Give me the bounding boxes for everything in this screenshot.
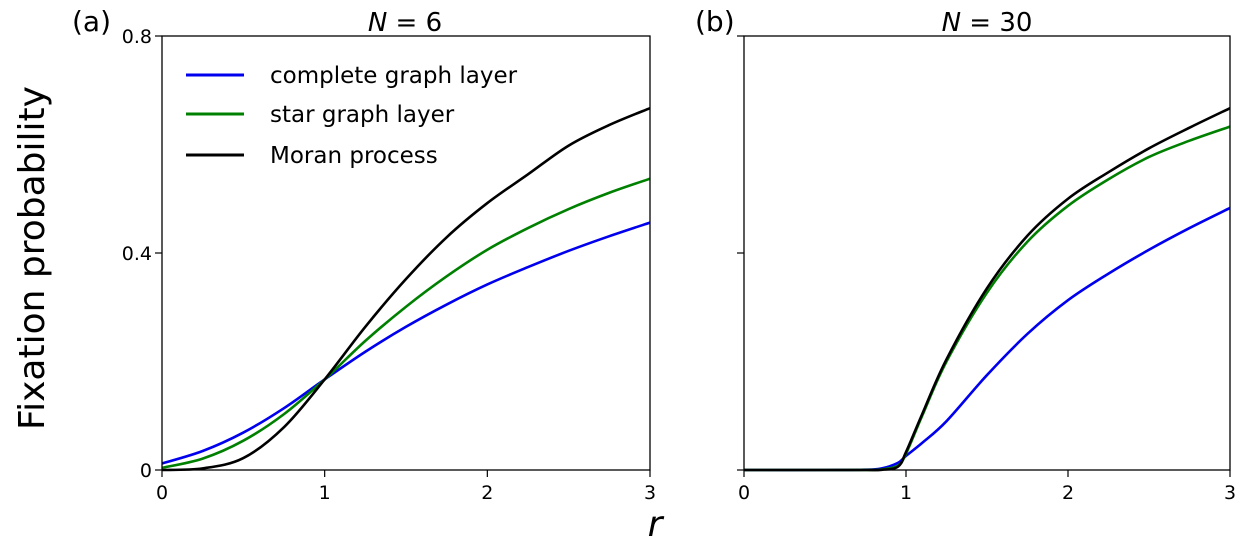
- panel-b-series-star-graph-layer: [743, 125, 1231, 472]
- x-axis-label: r: [648, 504, 665, 542]
- panel-a-xtick-label-1: 1: [319, 482, 331, 504]
- panel-a-ytick-label-2: 0.8: [122, 26, 152, 48]
- panel-b-label: (b): [695, 5, 735, 38]
- panel-b-xtick-label-2: 2: [1062, 482, 1074, 504]
- panel-a-series-star-graph-layer: [161, 177, 651, 470]
- panel-b-title-rest: = 30: [961, 8, 1032, 38]
- panel-b-series-complete-graph-layer: [743, 206, 1231, 472]
- legend-complete-label: complete graph layer: [270, 63, 518, 89]
- panel-a-title-rest: = 6: [387, 8, 442, 38]
- panel-a-xtick-label-2: 2: [481, 482, 493, 504]
- panel-a-title-var: N: [368, 8, 387, 38]
- legend: complete graph layer star graph layer Mo…: [186, 63, 518, 169]
- panel-b-frame: [743, 35, 1231, 471]
- panel-a-xtick-label-0: 0: [156, 482, 168, 504]
- panel-b-xtick-label-1: 1: [900, 482, 912, 504]
- panel-a-series-complete-graph-layer: [161, 221, 651, 465]
- legend-star-label: star graph layer: [270, 102, 455, 128]
- legend-moran-label: Moran process: [270, 143, 438, 169]
- panel-b-series-moran-process: [744, 106, 1231, 472]
- panel-b-xtick-label-3: 3: [1224, 482, 1236, 504]
- panel-a-marks: 0 1 2 3 0 0.4 0.8: [122, 26, 656, 504]
- panel-b-title: N = 30: [942, 8, 1033, 38]
- panel-a: (a) N = 6 0 1 2 3 0 0.4 0.8 complete graph lay…: [72, 5, 656, 504]
- panel-b-marks: 0 1 2 3: [737, 35, 1236, 504]
- panel-b: (b) N = 30 0 1 2 3: [695, 5, 1236, 504]
- panel-a-frame: [161, 35, 651, 471]
- panel-a-label: (a): [72, 5, 111, 38]
- y-axis-label: Fixation probability: [12, 86, 53, 430]
- panel-b-xtick-label-0: 0: [738, 482, 750, 504]
- panel-a-ytick-label-0: 0: [140, 460, 152, 482]
- panel-b-title-var: N: [942, 8, 961, 38]
- panel-a-title: N = 6: [368, 8, 442, 38]
- panel-a-xtick-label-3: 3: [644, 482, 656, 504]
- panel-a-ytick-label-1: 0.4: [122, 243, 152, 265]
- panel-a-series-moran-process: [161, 106, 651, 472]
